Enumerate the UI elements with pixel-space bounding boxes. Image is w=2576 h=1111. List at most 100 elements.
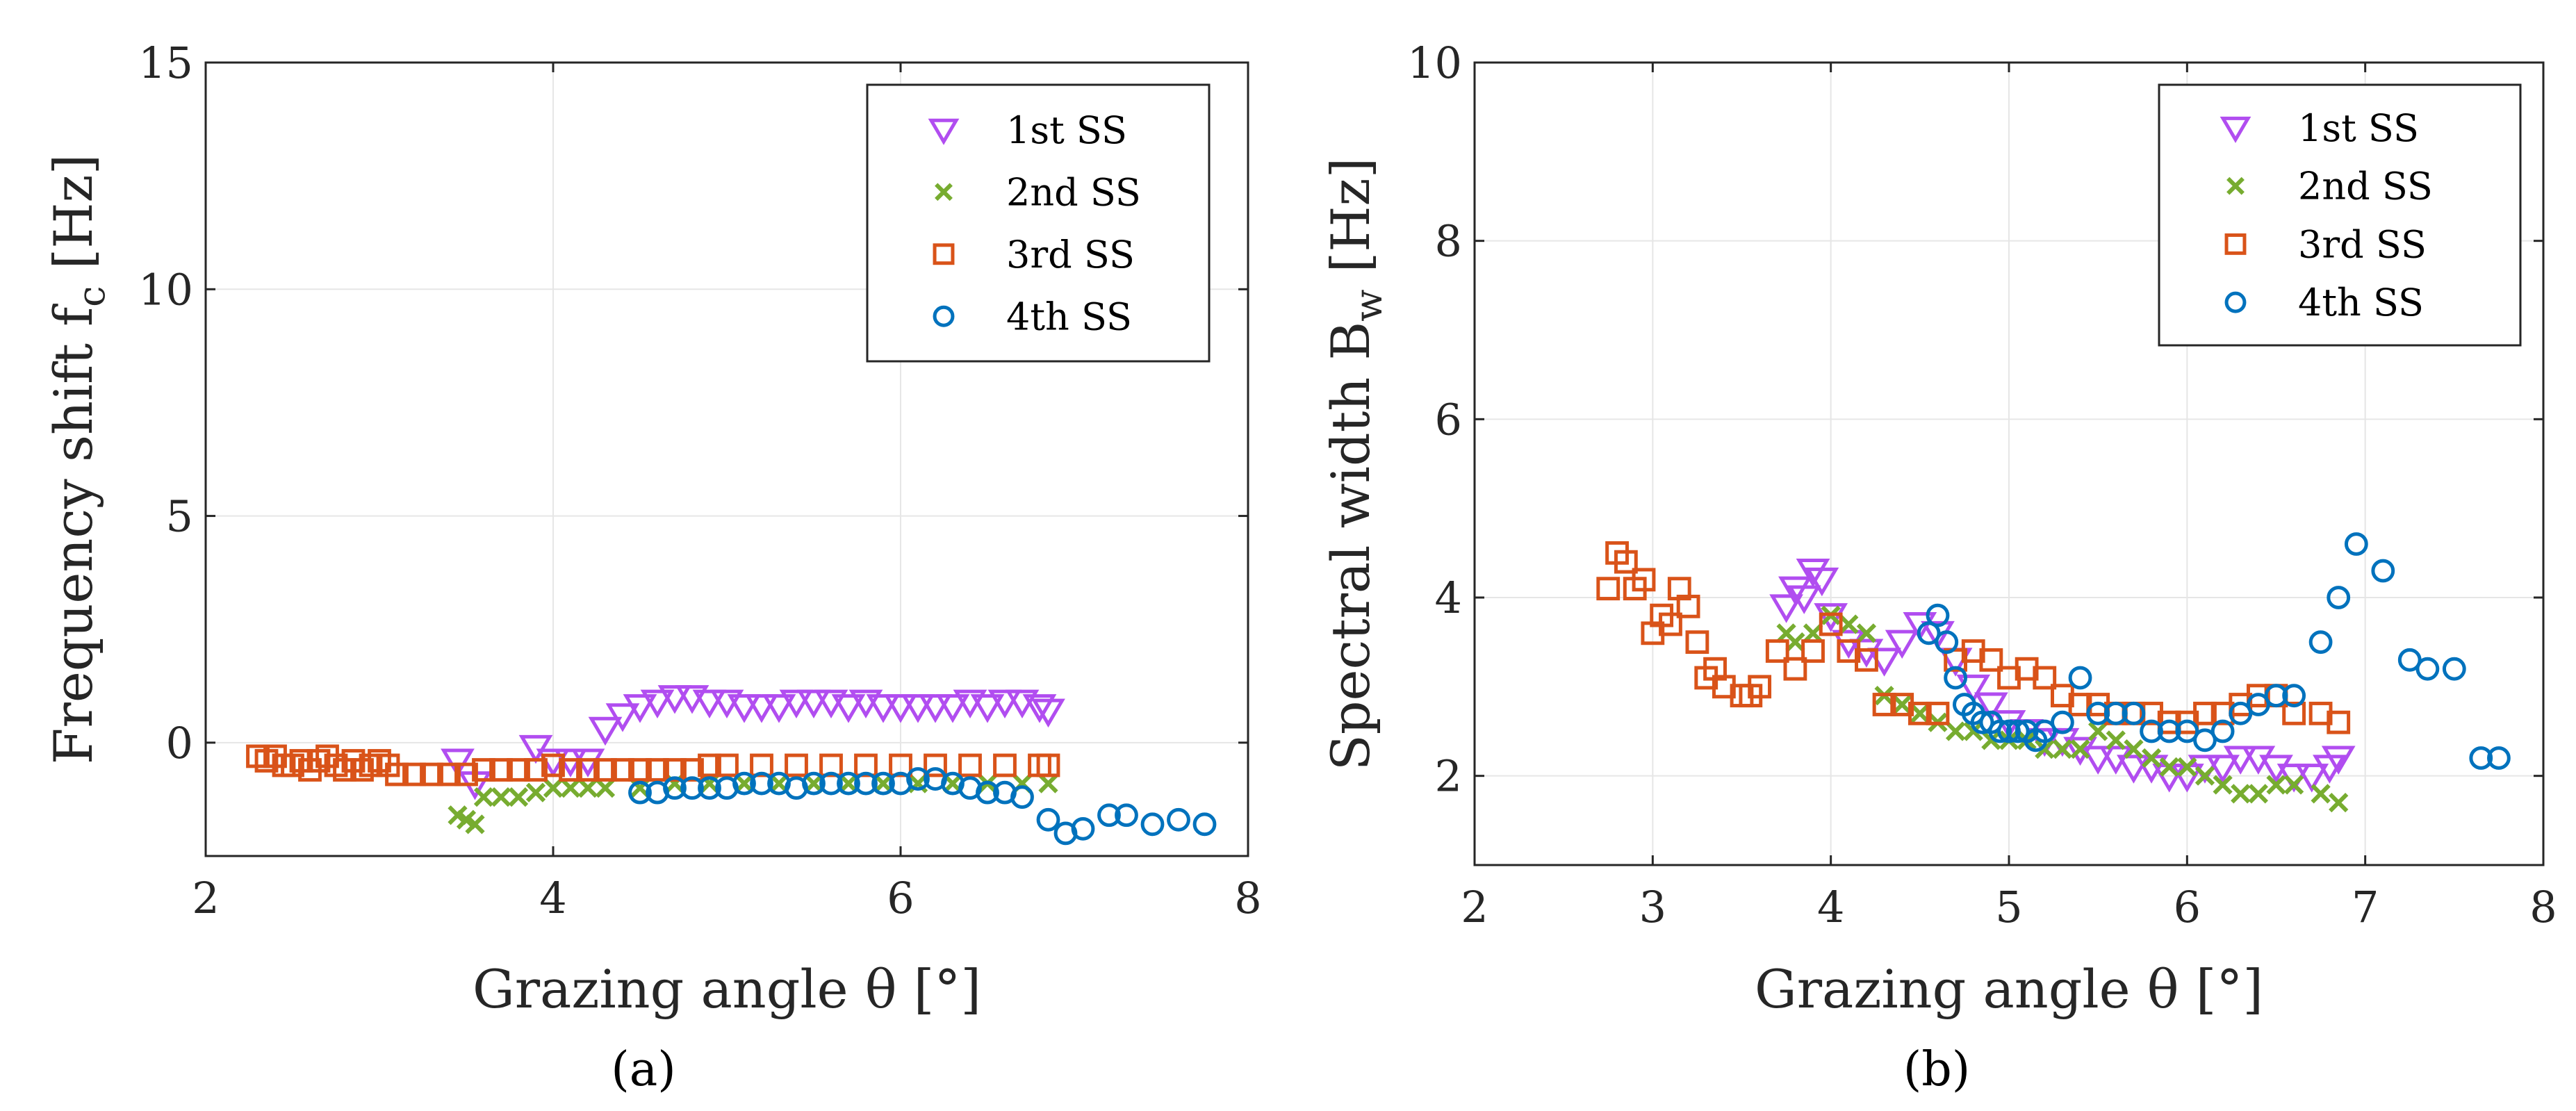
data-point [454, 762, 478, 787]
series-1 [1769, 559, 2356, 793]
y-tick-label: 5 [166, 491, 193, 542]
legend-label: 4th SS [1006, 295, 1132, 338]
data-point [2103, 701, 2128, 725]
data-point [576, 758, 600, 782]
caption-a: (a) [611, 1042, 676, 1097]
data-point [543, 777, 564, 798]
data-point [819, 771, 843, 796]
data-point [2321, 746, 2356, 775]
data-point [1872, 693, 1896, 716]
data-point [441, 748, 475, 777]
legend-box [866, 83, 1211, 363]
data-point [993, 753, 1017, 777]
data-point [854, 771, 878, 796]
ylabel-b-text: Spectral width B [1320, 322, 1381, 771]
data-point [595, 777, 616, 798]
data-point [2159, 757, 2179, 777]
ylabel-b-unit: [Hz] [1320, 158, 1381, 290]
x-tick-label: 7 [2352, 882, 2379, 932]
data-point [2140, 719, 2163, 743]
data-point [2442, 657, 2466, 681]
data-point [1926, 701, 1950, 725]
data-point [2193, 701, 2217, 725]
data-point [883, 694, 918, 723]
data-point [2210, 719, 2235, 743]
data-point [1785, 632, 1805, 652]
data-point [2415, 657, 2440, 681]
series-2 [448, 773, 1058, 834]
data-point [1856, 623, 1877, 643]
data-point [611, 758, 634, 782]
data-point [970, 694, 1005, 723]
data-point [507, 758, 530, 782]
data-point [2194, 766, 2215, 786]
data-point [698, 776, 721, 800]
data-point [2246, 693, 2270, 716]
legend-label: 4th SS [2298, 281, 2424, 324]
data-point [1892, 694, 1912, 715]
data-point [2223, 746, 2258, 775]
data-point [2035, 739, 2055, 759]
data-point [2329, 793, 2349, 813]
legend-marker [2224, 291, 2247, 313]
data-point [873, 773, 894, 793]
data-point [1031, 698, 1065, 728]
data-point [2193, 728, 2217, 752]
data-point [1596, 577, 1621, 601]
data-point [1921, 620, 1955, 650]
data-point [866, 694, 901, 723]
data-point [560, 777, 581, 798]
data-point [2469, 746, 2493, 770]
data-point [744, 694, 779, 723]
data-point [1988, 719, 2012, 743]
data-point [732, 771, 756, 796]
data-point [2052, 739, 2073, 759]
x-tick-label: 2 [1461, 882, 1488, 932]
data-point [2282, 684, 2306, 708]
legend-marker [928, 118, 960, 145]
data-point [680, 758, 704, 782]
data-point [1022, 694, 1057, 723]
data-point [2141, 748, 2162, 768]
data-point [680, 776, 704, 800]
data-point [987, 689, 1022, 719]
data-point [1855, 648, 1878, 672]
data-point [1945, 721, 1966, 741]
data-point [2264, 684, 2288, 708]
data-point [2397, 648, 2422, 672]
data-point [2282, 701, 2306, 725]
series-4 [628, 767, 1217, 846]
data-point [2246, 684, 2270, 708]
data-point [1778, 576, 1812, 606]
x-tick-label: 4 [1817, 882, 1844, 932]
legend-a: 1st SS 2nd SS 3rd SS 4th SS [866, 83, 1211, 363]
data-point [1010, 785, 1034, 809]
x-tick-label: 6 [887, 873, 914, 923]
data-point [1997, 719, 2021, 743]
data-point [2051, 710, 2074, 734]
data-point [577, 777, 598, 798]
data-point [889, 753, 912, 777]
data-point [489, 758, 513, 782]
data-point [1115, 803, 1138, 828]
x-tick-label: 8 [1234, 873, 1261, 923]
x-tick-label: 3 [1639, 882, 1666, 932]
data-point [2308, 630, 2333, 655]
series-2 [1776, 605, 2349, 813]
data-point [2005, 719, 2030, 743]
data-point [715, 753, 739, 777]
data-point [2157, 719, 2181, 743]
data-point [1614, 550, 1638, 574]
legend-label: 3rd SS [1006, 233, 1135, 277]
data-point [906, 767, 930, 791]
data-point [473, 787, 494, 807]
data-point [1910, 703, 1930, 723]
legend-label: 3rd SS [2298, 222, 2427, 266]
data-point [402, 762, 426, 787]
data-point [1970, 710, 1994, 734]
data-point [1192, 812, 1217, 837]
data-point [785, 753, 808, 777]
data-point [437, 762, 461, 787]
data-point [508, 787, 529, 807]
